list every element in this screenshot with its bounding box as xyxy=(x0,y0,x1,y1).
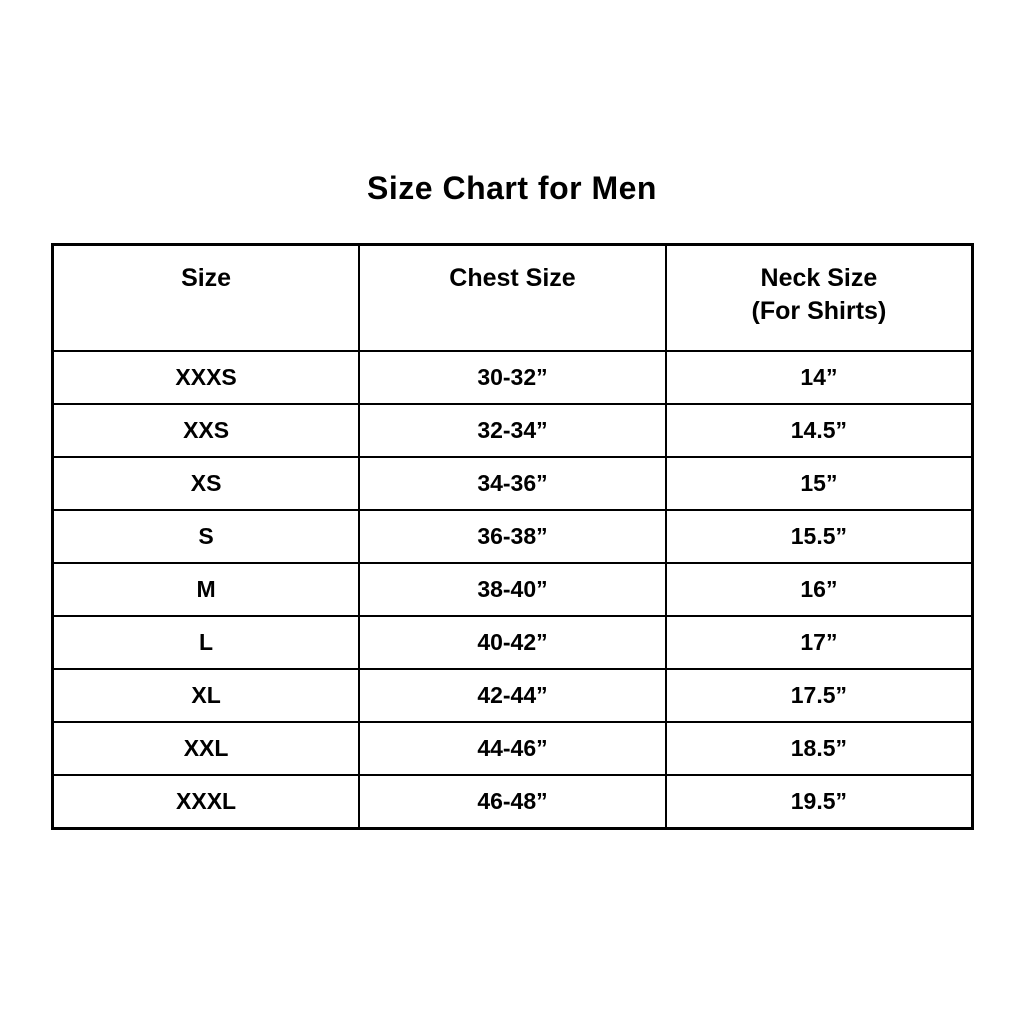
cell-chest: 32-34” xyxy=(358,403,667,458)
column-header-neck-line2: (For Shirts) xyxy=(751,296,887,325)
cell-neck: 14.5” xyxy=(664,403,974,458)
size-chart-table: Size Chest Size Neck Size (For Shirts) X… xyxy=(51,243,974,830)
cell-size: M xyxy=(51,562,361,617)
cell-chest: 44-46” xyxy=(358,721,667,776)
cell-size: XXS xyxy=(51,403,361,458)
table-row: M 38-40” 16” xyxy=(51,562,974,617)
table-row: XXL 44-46” 18.5” xyxy=(51,721,974,776)
cell-chest: 36-38” xyxy=(358,509,667,564)
cell-neck: 17” xyxy=(664,615,974,670)
cell-size: S xyxy=(51,509,361,564)
cell-neck: 14” xyxy=(664,350,974,405)
cell-size: XXXS xyxy=(51,350,361,405)
table-row: XXXS 30-32” 14” xyxy=(51,350,974,405)
cell-chest: 34-36” xyxy=(358,456,667,511)
cell-chest: 30-32” xyxy=(358,350,667,405)
cell-chest: 42-44” xyxy=(358,668,667,723)
cell-neck: 19.5” xyxy=(664,774,974,830)
cell-size: XL xyxy=(51,668,361,723)
column-header-size-label: Size xyxy=(181,264,232,292)
table-row: XXXL 46-48” 19.5” xyxy=(51,774,974,830)
cell-neck: 16” xyxy=(664,562,974,617)
cell-size: XXXL xyxy=(51,774,361,830)
column-header-neck-line1: Neck Size xyxy=(760,264,878,292)
column-header-size: Size xyxy=(51,243,361,352)
cell-size: XS xyxy=(51,456,361,511)
page-title: Size Chart for Men xyxy=(367,170,657,206)
cell-neck: 18.5” xyxy=(664,721,974,776)
cell-chest: 40-42” xyxy=(358,615,667,670)
table-header: Size Chest Size Neck Size (For Shirts) xyxy=(51,243,974,352)
table-row: L 40-42” 17” xyxy=(51,615,974,670)
column-header-chest-label: Chest Size xyxy=(449,264,576,292)
cell-neck: 15” xyxy=(664,456,974,511)
cell-neck: 15.5” xyxy=(664,509,974,564)
table-row: XL 42-44” 17.5” xyxy=(51,668,974,723)
table-row: XXS 32-34” 14.5” xyxy=(51,403,974,458)
cell-neck: 17.5” xyxy=(664,668,974,723)
header-row: Size Chest Size Neck Size (For Shirts) xyxy=(51,243,974,352)
table-body: XXXS 30-32” 14” XXS 32-34” 14.5” XS 34-3… xyxy=(51,350,974,830)
cell-chest: 46-48” xyxy=(358,774,667,830)
column-header-chest: Chest Size xyxy=(358,243,667,352)
cell-size: L xyxy=(51,615,361,670)
cell-size: XXL xyxy=(51,721,361,776)
cell-chest: 38-40” xyxy=(358,562,667,617)
column-header-neck: Neck Size (For Shirts) xyxy=(664,243,974,352)
table-row: XS 34-36” 15” xyxy=(51,456,974,511)
table-row: S 36-38” 15.5” xyxy=(51,509,974,564)
